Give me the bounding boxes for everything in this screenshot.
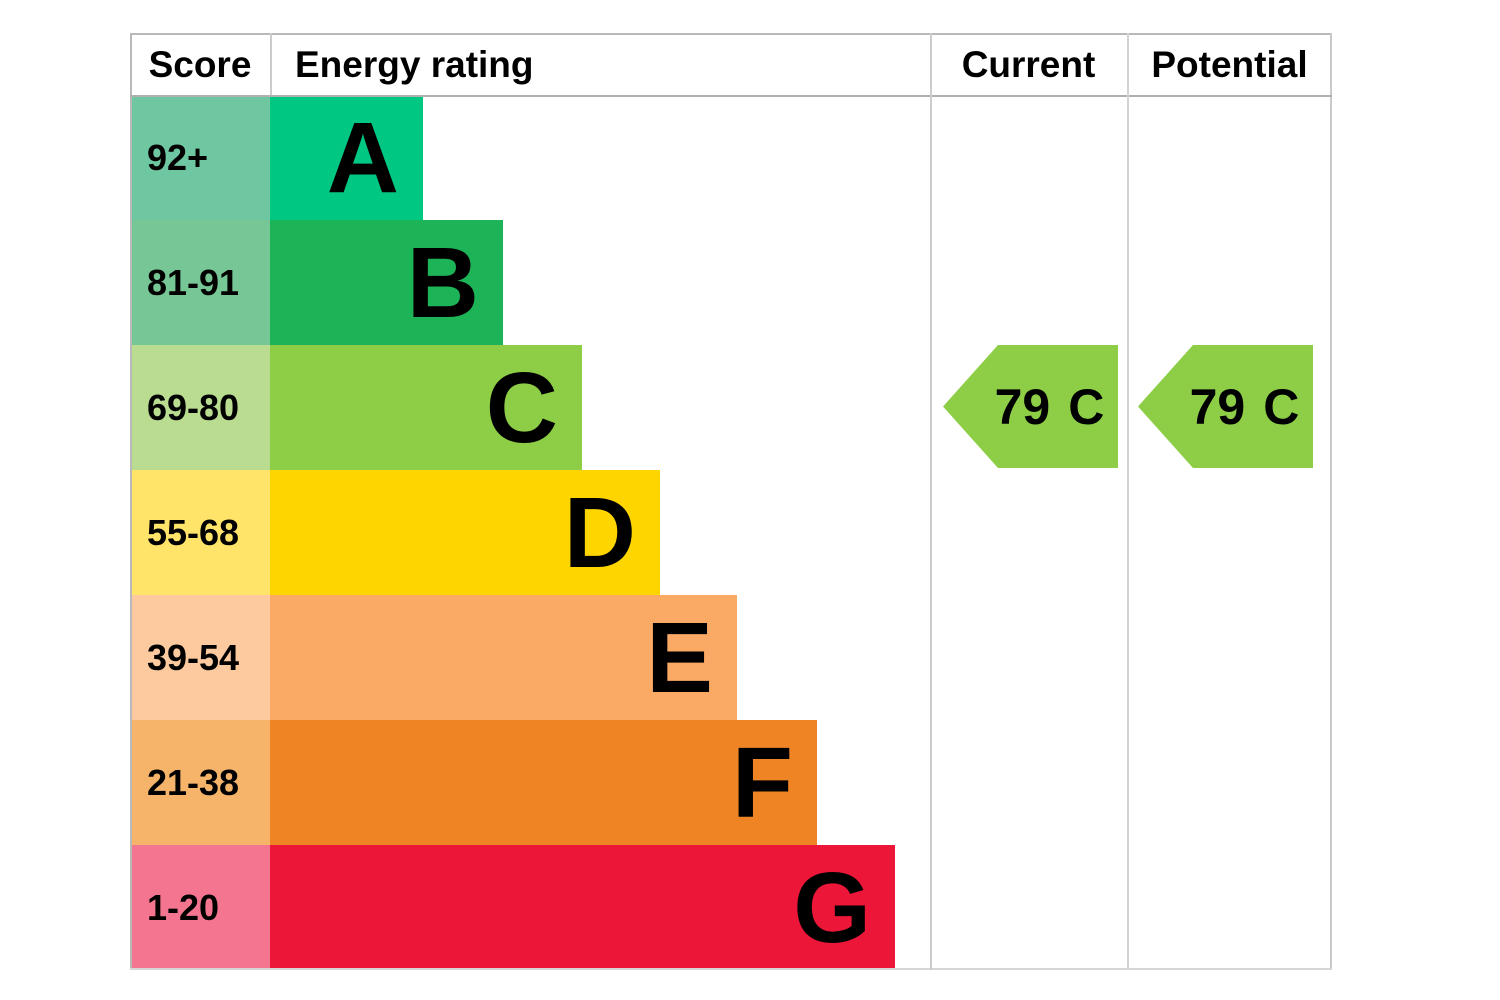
header-row: Score Energy rating Current Potential bbox=[130, 33, 1332, 95]
header-current: Current bbox=[961, 43, 1096, 85]
potential-column-divider bbox=[1127, 33, 1129, 970]
band-letter: E bbox=[646, 601, 713, 714]
score-range-label: 92+ bbox=[147, 136, 209, 178]
score-range-label: 69-80 bbox=[147, 386, 240, 428]
current-column-divider bbox=[930, 33, 932, 970]
table-top-border bbox=[130, 33, 1332, 35]
score-column-divider bbox=[270, 33, 272, 95]
score-range-label: 21-38 bbox=[147, 761, 240, 803]
band-row-g: 1-20 G bbox=[130, 845, 1330, 970]
score-range-g: 1-20 bbox=[130, 845, 270, 970]
score-range-d: 55-68 bbox=[130, 470, 270, 595]
band-row-f: 21-38 F bbox=[130, 720, 1330, 845]
band-letter: G bbox=[793, 851, 871, 964]
header-underline bbox=[130, 95, 1332, 97]
band-letter: F bbox=[731, 726, 793, 839]
band-letter: B bbox=[406, 226, 479, 339]
band-row-d: 55-68 D bbox=[130, 470, 1330, 595]
current-score-value: 79 bbox=[994, 378, 1051, 435]
score-range-c: 69-80 bbox=[130, 345, 270, 470]
band-bar-e: E bbox=[270, 595, 737, 720]
band-bar-a: A bbox=[270, 95, 423, 220]
score-range-b: 81-91 bbox=[130, 220, 270, 345]
band-letter: A bbox=[326, 101, 399, 214]
band-bar-b: B bbox=[270, 220, 503, 345]
band-row-e: 39-54 E bbox=[130, 595, 1330, 720]
score-range-label: 81-91 bbox=[147, 261, 240, 303]
header-energy-rating: Energy rating bbox=[295, 43, 534, 85]
table-right-border bbox=[1330, 33, 1332, 970]
table-left-border bbox=[130, 33, 132, 970]
score-range-f: 21-38 bbox=[130, 720, 270, 845]
epc-energy-rating-chart: Score Energy rating Current Potential 92… bbox=[130, 33, 1332, 970]
score-range-label: 39-54 bbox=[147, 636, 240, 678]
band-row-a: 92+ A bbox=[130, 95, 1330, 220]
score-range-a: 92+ bbox=[130, 95, 270, 220]
band-bar-c: C bbox=[270, 345, 582, 470]
band-row-b: 81-91 B bbox=[130, 220, 1330, 345]
score-range-label: 55-68 bbox=[147, 511, 240, 553]
header-potential: Potential bbox=[1151, 43, 1308, 85]
header-score: Score bbox=[148, 43, 252, 85]
score-range-e: 39-54 bbox=[130, 595, 270, 720]
band-bar-g: G bbox=[270, 845, 895, 970]
band-bar-f: F bbox=[270, 720, 817, 845]
potential-band-letter: C bbox=[1263, 378, 1300, 435]
band-letter: C bbox=[485, 351, 558, 464]
current-band-letter: C bbox=[1068, 378, 1105, 435]
score-range-label: 1-20 bbox=[147, 886, 220, 928]
band-letter: D bbox=[563, 476, 636, 589]
potential-score-value: 79 bbox=[1189, 378, 1246, 435]
band-row-c: 69-80 C bbox=[130, 345, 1330, 470]
rating-bands: 92+ A 81-91 B 69-80 C 55-68 D 39-54 E 21… bbox=[130, 95, 1330, 970]
table-bottom-border bbox=[130, 968, 1332, 970]
band-bar-d: D bbox=[270, 470, 660, 595]
